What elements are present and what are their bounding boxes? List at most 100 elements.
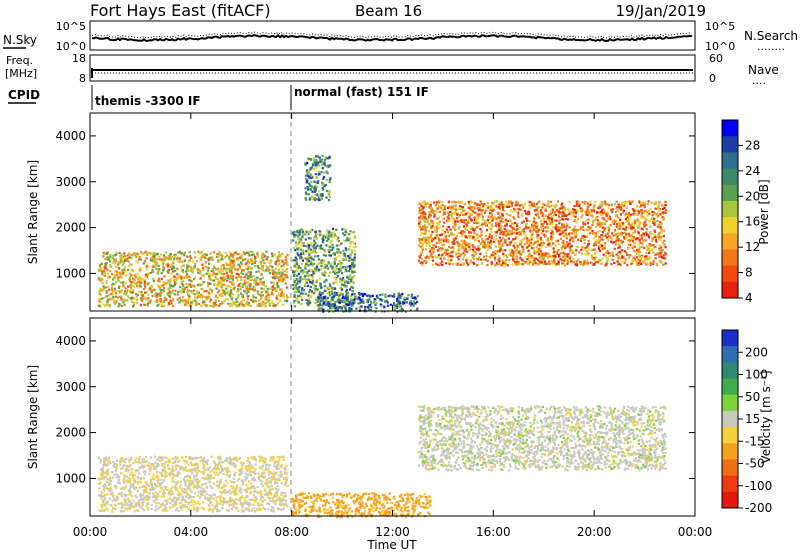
power-cell (545, 208, 547, 210)
power-cell (438, 216, 440, 218)
power-cell (140, 258, 142, 260)
power-cell (166, 257, 168, 259)
power-cell (346, 289, 348, 291)
power-cell (255, 271, 257, 273)
power-cell (605, 233, 607, 235)
power-cell (361, 299, 363, 301)
power-cell (293, 236, 295, 238)
power-cell (375, 307, 377, 309)
power-cell (650, 202, 652, 204)
power-cell (116, 271, 118, 273)
power-cell (345, 303, 347, 305)
power-cell (500, 239, 502, 241)
power-cell (260, 278, 262, 280)
power-cell (661, 231, 663, 233)
power-cell (414, 296, 416, 298)
power-cell (132, 281, 134, 283)
power-cell (118, 276, 120, 278)
power-cell (463, 240, 465, 242)
power-cell (209, 257, 211, 259)
power-cell (113, 277, 115, 279)
power-cell (122, 264, 124, 266)
power-cell (193, 278, 195, 280)
power-cell (306, 279, 308, 281)
power-cell (399, 297, 401, 299)
power-cell (398, 305, 400, 307)
power-cell (639, 239, 641, 241)
power-cell (580, 249, 582, 251)
power-cell (145, 297, 147, 299)
power-cell (236, 301, 238, 303)
power-cell (223, 267, 225, 269)
power-cell (202, 301, 204, 303)
power-cell (298, 273, 300, 275)
power-cell (229, 292, 231, 294)
power-cell (174, 270, 176, 272)
power-cell (336, 244, 338, 246)
power-cell (586, 208, 588, 210)
power-cell (482, 246, 484, 248)
power-cell (327, 292, 329, 294)
power-cell (460, 264, 462, 266)
power-cell (446, 220, 448, 222)
power-cell (116, 252, 118, 254)
power-cell (367, 306, 369, 308)
power-cell (262, 266, 264, 268)
power-cell (295, 298, 297, 300)
power-cell (215, 296, 217, 298)
power-cell (243, 251, 245, 253)
power-cell (607, 239, 609, 241)
power-cell (632, 232, 634, 234)
power-cell (247, 281, 249, 283)
power-cell (342, 277, 344, 279)
power-cell (329, 179, 331, 181)
power-cell (256, 253, 258, 255)
power-cell (321, 300, 323, 302)
power-cell (663, 207, 665, 209)
power-cell (200, 305, 202, 307)
power-cell (318, 173, 320, 175)
power-cell (622, 241, 624, 243)
power-cell (296, 275, 298, 277)
power-cell (505, 219, 507, 221)
power-cell (324, 164, 326, 166)
power-cell (208, 275, 210, 277)
power-cell (465, 236, 467, 238)
date-title: 19/Jan/2019 (616, 2, 707, 20)
power-cell (137, 284, 139, 286)
power-cell (550, 235, 552, 237)
power-cell (598, 259, 600, 261)
power-cell (643, 225, 645, 227)
power-cell (566, 237, 568, 239)
power-cell (340, 286, 342, 288)
power-cell (205, 261, 207, 263)
power-cell (453, 238, 455, 240)
power-cell (494, 264, 496, 266)
power-cell (162, 281, 164, 283)
power-cell (320, 232, 322, 234)
power-cell (422, 213, 424, 215)
power-cell (489, 233, 491, 235)
power-cell (563, 209, 565, 211)
power-cell (229, 294, 231, 296)
power-cell (422, 209, 424, 211)
power-cell (498, 227, 500, 229)
power-cell (646, 259, 648, 261)
power-cell (634, 219, 636, 221)
power-cell (249, 279, 251, 281)
power-cell (104, 272, 106, 274)
power-cell (189, 251, 191, 253)
power-cell (199, 277, 201, 279)
power-cell (173, 285, 175, 287)
power-cell (306, 256, 308, 258)
power-cell (537, 262, 539, 264)
power-cell (227, 277, 229, 279)
power-cell (330, 263, 332, 265)
power-cell (503, 255, 505, 257)
power-cell (566, 241, 568, 243)
power-cell (294, 234, 296, 236)
power-cell (144, 284, 146, 286)
power-cell (561, 227, 563, 229)
power-cell (192, 271, 194, 273)
power-cell (104, 275, 106, 277)
